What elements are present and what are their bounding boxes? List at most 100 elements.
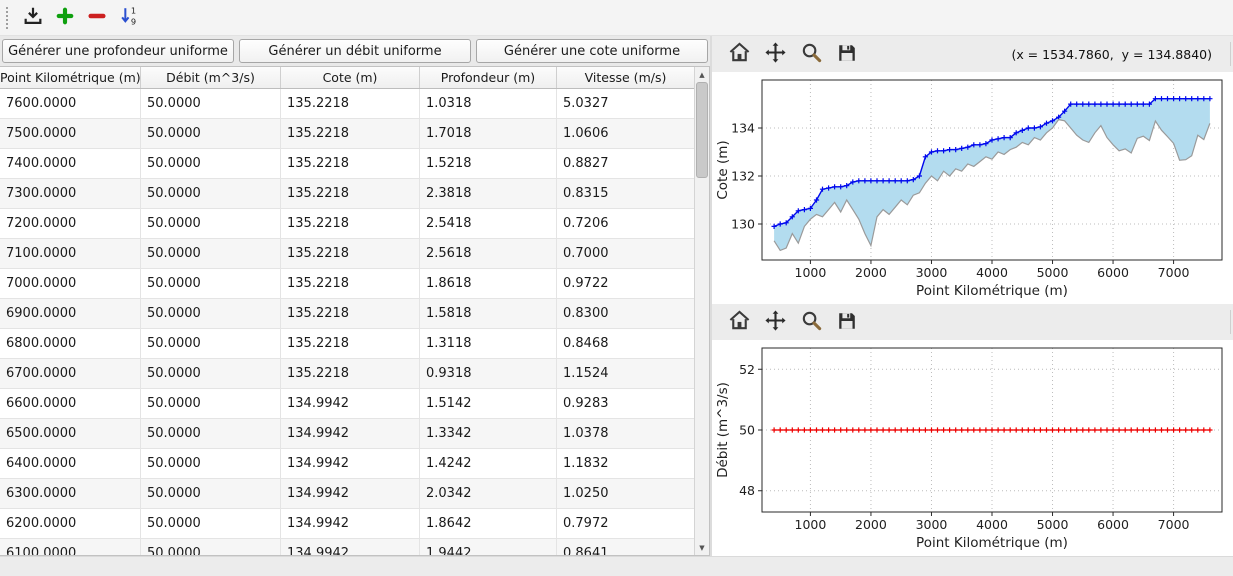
- table-cell[interactable]: 2.5418: [420, 209, 557, 238]
- generate-depth-button[interactable]: Générer une profondeur uniforme: [2, 39, 234, 63]
- table-cell[interactable]: 135.2218: [281, 329, 420, 358]
- table-cell[interactable]: 6900.0000: [0, 299, 141, 328]
- table-cell[interactable]: 6500.0000: [0, 419, 141, 448]
- toolbar-grip[interactable]: [6, 6, 11, 29]
- table-cell[interactable]: 0.8641: [557, 539, 694, 555]
- panel-splitter[interactable]: [710, 36, 712, 556]
- cote-chart-canvas[interactable]: 1000 2000 3000 4000 5000 6000 7000 130 132 134 Poi…: [712, 72, 1233, 304]
- table-cell[interactable]: 134.9942: [281, 389, 420, 418]
- table-cell[interactable]: 6200.0000: [0, 509, 141, 538]
- table-cell[interactable]: 0.8300: [557, 299, 694, 328]
- remove-row-button[interactable]: [82, 3, 112, 33]
- import-button[interactable]: [18, 3, 48, 33]
- table-cell[interactable]: 1.3342: [420, 419, 557, 448]
- sort-rows-button[interactable]: 1 9: [114, 3, 144, 33]
- home-button[interactable]: [726, 41, 752, 67]
- scroll-up-button[interactable]: ▲: [695, 67, 709, 82]
- table-cell[interactable]: 50.0000: [141, 299, 281, 328]
- table-cell[interactable]: 0.8827: [557, 149, 694, 178]
- table-cell[interactable]: 50.0000: [141, 209, 281, 238]
- debit-chart-canvas[interactable]: 1000 2000 3000 4000 5000 6000 7000 48 50 52 Point …: [712, 340, 1233, 556]
- column-header[interactable]: Profondeur (m): [420, 67, 557, 88]
- scroll-down-button[interactable]: ▼: [695, 540, 709, 555]
- column-header[interactable]: Point Kilométrique (m): [0, 67, 141, 88]
- table-cell[interactable]: 7300.0000: [0, 179, 141, 208]
- table-cell[interactable]: 7100.0000: [0, 239, 141, 268]
- table-cell[interactable]: 50.0000: [141, 359, 281, 388]
- table-cell[interactable]: 135.2218: [281, 179, 420, 208]
- table-cell[interactable]: 134.9942: [281, 479, 420, 508]
- table-cell[interactable]: 1.4242: [420, 449, 557, 478]
- table-cell[interactable]: 1.3118: [420, 329, 557, 358]
- table-cell[interactable]: 135.2218: [281, 299, 420, 328]
- table-cell[interactable]: 50.0000: [141, 89, 281, 118]
- table-cell[interactable]: 0.8468: [557, 329, 694, 358]
- table-cell[interactable]: 0.9722: [557, 269, 694, 298]
- save-figure-button[interactable]: [834, 309, 860, 335]
- table-cell[interactable]: 5.0327: [557, 89, 694, 118]
- table-cell[interactable]: 50.0000: [141, 179, 281, 208]
- table-cell[interactable]: 1.0378: [557, 419, 694, 448]
- table-cell[interactable]: 6800.0000: [0, 329, 141, 358]
- pan-button[interactable]: [762, 309, 788, 335]
- table-cell[interactable]: 1.1832: [557, 449, 694, 478]
- generate-flow-button[interactable]: Générer un débit uniforme: [239, 39, 471, 63]
- table-cell[interactable]: 1.8642: [420, 509, 557, 538]
- column-header[interactable]: Débit (m^3/s): [141, 67, 281, 88]
- table-cell[interactable]: 7400.0000: [0, 149, 141, 178]
- table-cell[interactable]: 2.0342: [420, 479, 557, 508]
- table-cell[interactable]: 7000.0000: [0, 269, 141, 298]
- pan-button[interactable]: [762, 41, 788, 67]
- save-figure-button[interactable]: [834, 41, 860, 67]
- table-cell[interactable]: 135.2218: [281, 269, 420, 298]
- table-cell[interactable]: 1.5142: [420, 389, 557, 418]
- table-cell[interactable]: 6100.0000: [0, 539, 141, 555]
- table-cell[interactable]: 0.7000: [557, 239, 694, 268]
- table-cell[interactable]: 50.0000: [141, 509, 281, 538]
- table-cell[interactable]: 2.5618: [420, 239, 557, 268]
- table-cell[interactable]: 7200.0000: [0, 209, 141, 238]
- table-cell[interactable]: 1.5218: [420, 149, 557, 178]
- table-cell[interactable]: 6600.0000: [0, 389, 141, 418]
- scrollbar-track[interactable]: [695, 82, 709, 540]
- table-cell[interactable]: 1.5818: [420, 299, 557, 328]
- home-button[interactable]: [726, 309, 752, 335]
- table-cell[interactable]: 134.9942: [281, 449, 420, 478]
- table-cell[interactable]: 1.0318: [420, 89, 557, 118]
- table-cell[interactable]: 134.9942: [281, 539, 420, 555]
- add-row-button[interactable]: [50, 3, 80, 33]
- zoom-button[interactable]: [798, 309, 824, 335]
- table-cell[interactable]: 50.0000: [141, 149, 281, 178]
- table-cell[interactable]: 50.0000: [141, 239, 281, 268]
- table-cell[interactable]: 135.2218: [281, 239, 420, 268]
- table-cell[interactable]: 134.9942: [281, 419, 420, 448]
- table-cell[interactable]: 0.7972: [557, 509, 694, 538]
- table-cell[interactable]: 6700.0000: [0, 359, 141, 388]
- column-header[interactable]: Vitesse (m/s): [557, 67, 694, 88]
- vertical-scrollbar[interactable]: ▲ ▼: [694, 67, 709, 555]
- table-cell[interactable]: 1.1524: [557, 359, 694, 388]
- table-cell[interactable]: 134.9942: [281, 509, 420, 538]
- zoom-button[interactable]: [798, 41, 824, 67]
- table-cell[interactable]: 135.2218: [281, 209, 420, 238]
- table-cell[interactable]: 1.0606: [557, 119, 694, 148]
- table-cell[interactable]: 7500.0000: [0, 119, 141, 148]
- table-cell[interactable]: 0.9283: [557, 389, 694, 418]
- table-cell[interactable]: 50.0000: [141, 329, 281, 358]
- table-cell[interactable]: 50.0000: [141, 389, 281, 418]
- table-cell[interactable]: 1.0250: [557, 479, 694, 508]
- table-cell[interactable]: 50.0000: [141, 539, 281, 555]
- table-cell[interactable]: 1.7018: [420, 119, 557, 148]
- table-cell[interactable]: 6300.0000: [0, 479, 141, 508]
- column-header[interactable]: Cote (m): [281, 67, 420, 88]
- generate-level-button[interactable]: Générer une cote uniforme: [476, 39, 708, 63]
- scrollbar-thumb[interactable]: [696, 82, 708, 178]
- table-cell[interactable]: 0.8315: [557, 179, 694, 208]
- table-cell[interactable]: 1.9442: [420, 539, 557, 555]
- table-cell[interactable]: 0.7206: [557, 209, 694, 238]
- table-cell[interactable]: 50.0000: [141, 479, 281, 508]
- table-cell[interactable]: 135.2218: [281, 149, 420, 178]
- table-cell[interactable]: 50.0000: [141, 119, 281, 148]
- table-cell[interactable]: 7600.0000: [0, 89, 141, 118]
- table-cell[interactable]: 1.8618: [420, 269, 557, 298]
